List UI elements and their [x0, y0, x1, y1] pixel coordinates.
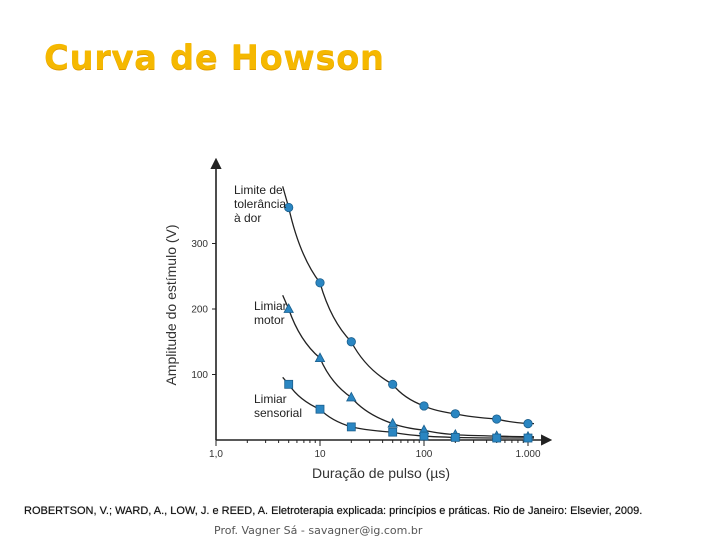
series-label-line: Limite de: [234, 183, 283, 197]
series-label-0: Limite de tolerância à dor: [234, 183, 286, 225]
citation-text: ROBERTSON, V.; WARD, A., LOW, J. e REED,…: [24, 505, 643, 517]
series-label-2: Limiar sensorial: [254, 392, 302, 420]
chart-text: Amplitude do estímulo (V) Duração de pul…: [163, 183, 541, 481]
marker-square: [450, 432, 460, 442]
x-tick-label: 10: [314, 449, 326, 460]
series-label-line: Limiar: [254, 392, 287, 406]
y-tick-label: 100: [191, 370, 208, 381]
marker-square: [388, 427, 398, 437]
series-label-line: Limiar: [254, 299, 287, 313]
marker-circle: [523, 419, 533, 429]
curve-series-0: [282, 186, 534, 425]
marker-triangle: [283, 303, 294, 313]
marker-square: [284, 379, 294, 389]
series-label-line: motor: [254, 313, 285, 327]
marker-square: [523, 433, 533, 443]
marker-circle: [284, 202, 294, 213]
footer-author: Prof. Vagner Sá - savagner@ig.com.br: [214, 524, 423, 537]
series-label-1: Limiar motor: [254, 299, 287, 327]
marker-square: [346, 422, 356, 432]
marker-square: [492, 433, 502, 443]
marker-triangle: [387, 417, 398, 428]
howson-curve-chart: Amplitude do estímulo (V) Duração de pul…: [163, 157, 553, 481]
fitted-curves: [282, 186, 534, 439]
x-axis-title: Duração de pulso (µs): [312, 465, 450, 481]
series-label-line: sensorial: [254, 406, 302, 420]
marker-circle: [315, 278, 325, 288]
marker-circle: [419, 401, 429, 411]
data-markers: [283, 202, 534, 443]
y-tick-label: 200: [191, 305, 208, 316]
marker-square: [315, 404, 325, 414]
marker-triangle: [346, 391, 357, 402]
series-label-line: à dor: [234, 211, 261, 225]
x-tick-label: 1,0: [209, 449, 223, 460]
x-tick-label: 100: [416, 449, 433, 460]
y-axis-title: Amplitude do estímulo (V): [163, 224, 179, 385]
marker-square: [419, 431, 429, 441]
series-label-line: tolerância: [234, 197, 286, 211]
slide-title: Curva de Howson: [44, 38, 385, 78]
y-tick-label: 300: [191, 239, 208, 250]
marker-circle: [388, 379, 398, 389]
marker-circle: [492, 414, 502, 424]
x-tick-label: 1.000: [515, 449, 540, 460]
marker-triangle: [314, 352, 326, 363]
marker-circle: [450, 409, 460, 419]
marker-circle: [346, 337, 356, 347]
